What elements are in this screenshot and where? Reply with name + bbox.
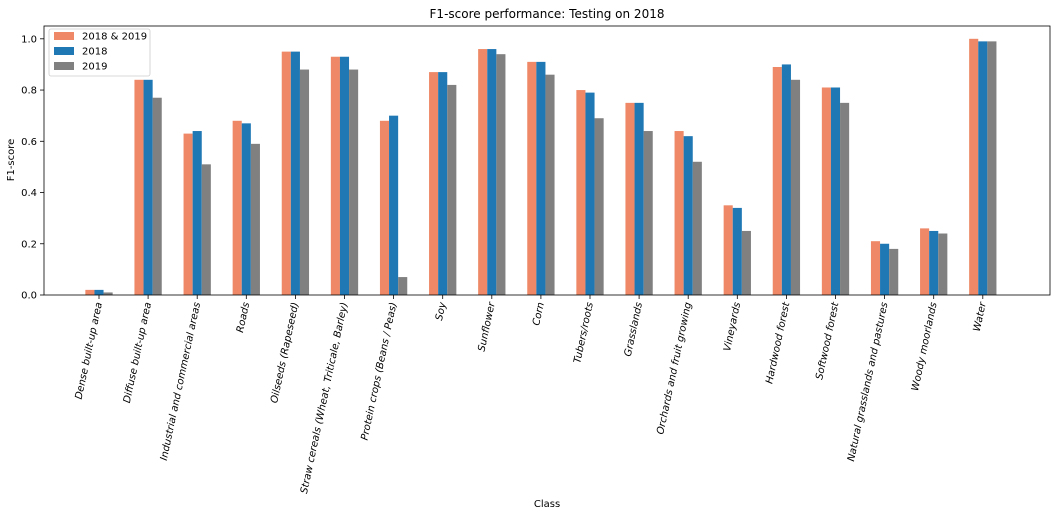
y-tick-label: 0.2 (21, 239, 37, 250)
x-tick-label: Grasslands (623, 301, 645, 357)
bar-2019-11 (643, 131, 653, 295)
x-tick-label: Protein crops (Beans / Peas) (359, 301, 399, 441)
bar-2018-2019-5 (330, 56, 340, 295)
plot-area-frame (43, 25, 1051, 296)
chart-title: F1-score performance: Testing on 2018 (430, 7, 665, 21)
bar-2018-2019-4 (281, 51, 291, 296)
bar-2018-2019-0 (85, 289, 95, 295)
y-axis-label: F1-score (6, 139, 17, 182)
bar-2018-2019-7 (429, 72, 439, 295)
bars-layer (85, 38, 997, 296)
legend-label: 2019 (82, 62, 107, 73)
bar-2018-2019-10 (576, 90, 586, 295)
bar-2018-10 (585, 92, 595, 295)
bar-2018-2019-16 (870, 241, 881, 295)
bar-2018-16 (880, 243, 890, 295)
bar-2018-4 (290, 51, 300, 296)
legend-swatch (54, 47, 74, 55)
bar-2019-8 (496, 54, 506, 296)
x-tick-label: Sunflower (477, 300, 498, 352)
bar-2019-7 (447, 84, 457, 295)
bar-2018-2019-2 (183, 133, 193, 295)
x-tick-label: Softwood forest (814, 300, 841, 381)
bar-2018-1 (143, 79, 153, 295)
y-tick-label: 0.6 (21, 137, 37, 148)
bar-2018-2019-17 (920, 228, 930, 295)
bar-2018-14 (781, 64, 791, 296)
x-tick-label: Straw cereals (Wheat, Triticale, Barley) (299, 301, 350, 494)
x-tick-label: Water (972, 300, 989, 332)
bar-2018-2019-12 (674, 131, 684, 295)
legend-box (48, 28, 151, 77)
x-tick-label: Woody moorlands (910, 301, 940, 392)
bar-2019-0 (103, 292, 113, 295)
bar-2018-2019-18 (969, 38, 979, 296)
bar-2019-17 (938, 233, 948, 295)
bar-2018-11 (634, 102, 644, 295)
bar-2018-15 (830, 87, 841, 296)
y-axis: 0.0 0.2 0.4 0.6 0.8 1.0 (21, 34, 44, 302)
x-tick-label: Hardwood forest (764, 300, 792, 385)
x-tick-label: Diffuse built-up area (122, 301, 154, 404)
bar-2019-1 (152, 97, 162, 295)
bar-2019-9 (545, 74, 555, 296)
x-tick-label: Oilseeds (Rapeseed) (269, 301, 301, 404)
legend-label: 2018 & 2019 (82, 32, 147, 43)
bar-2018-3 (241, 123, 251, 295)
bar-2018-13 (732, 207, 742, 295)
bar-2018-5 (339, 56, 350, 295)
bar-2019-13 (741, 230, 751, 295)
x-tick-label: Orchards and fruit growing (655, 301, 694, 435)
x-tick-label: Vineyards (722, 301, 743, 352)
legend-swatch (54, 32, 74, 40)
bar-2019-6 (398, 277, 408, 295)
bar-2019-2 (201, 164, 211, 295)
bar-2019-18 (987, 41, 997, 296)
y-tick-label: 0.0 (21, 291, 37, 302)
bar-2018-12 (683, 136, 693, 295)
bar-2018-6 (389, 115, 399, 295)
bar-2018-8 (487, 49, 497, 296)
bar-2018-17 (929, 230, 939, 295)
x-tick-label: Dense built-up area (74, 301, 105, 400)
x-tick-label: Natural grasslands and pastures (846, 301, 891, 462)
bar-2018-9 (536, 61, 546, 296)
bar-2019-5 (349, 69, 359, 295)
x-tick-label: Industrial and commercial areas (159, 301, 203, 461)
bar-2018-2 (192, 131, 202, 295)
legend-swatch (54, 62, 74, 70)
bar-2018-2019-1 (134, 79, 144, 295)
bar-2018-2019-3 (232, 120, 242, 295)
bar-2019-10 (594, 118, 604, 295)
legend-label: 2018 (82, 47, 107, 58)
bar-2018-2019-11 (625, 102, 635, 295)
bar-2018-18 (978, 41, 988, 296)
bar-2018-2019-9 (527, 61, 537, 296)
x-axis-label: Class (534, 499, 560, 510)
bar-2019-3 (250, 143, 260, 295)
x-tick-label: Corn (531, 301, 547, 326)
bar-2018-2019-6 (379, 120, 390, 295)
bar-2018-0 (94, 289, 104, 295)
bar-2019-16 (889, 248, 899, 295)
y-tick-label: 1.0 (21, 34, 37, 45)
bar-2019-15 (840, 102, 850, 295)
x-tick-label: Tubers/roots (572, 301, 596, 364)
y-tick-label: 0.4 (21, 188, 37, 199)
bar-2019-14 (790, 79, 801, 295)
bar-2019-4 (299, 69, 310, 295)
bar-2018-2019-8 (478, 49, 488, 296)
bar-2018-2019-15 (821, 87, 831, 296)
legend: 2018 & 2019 2018 2019 (48, 28, 151, 77)
y-tick-label: 0.8 (21, 86, 37, 97)
bar-2018-2019-13 (723, 205, 733, 295)
bar-2019-12 (692, 161, 702, 295)
x-tick-label: Roads (235, 301, 252, 333)
bar-2018-2019-14 (772, 66, 782, 296)
bar-2018-7 (438, 72, 448, 295)
x-axis: Dense built-up area Diffuse built-up area… (74, 295, 989, 495)
x-tick-label: Soy (434, 300, 449, 321)
